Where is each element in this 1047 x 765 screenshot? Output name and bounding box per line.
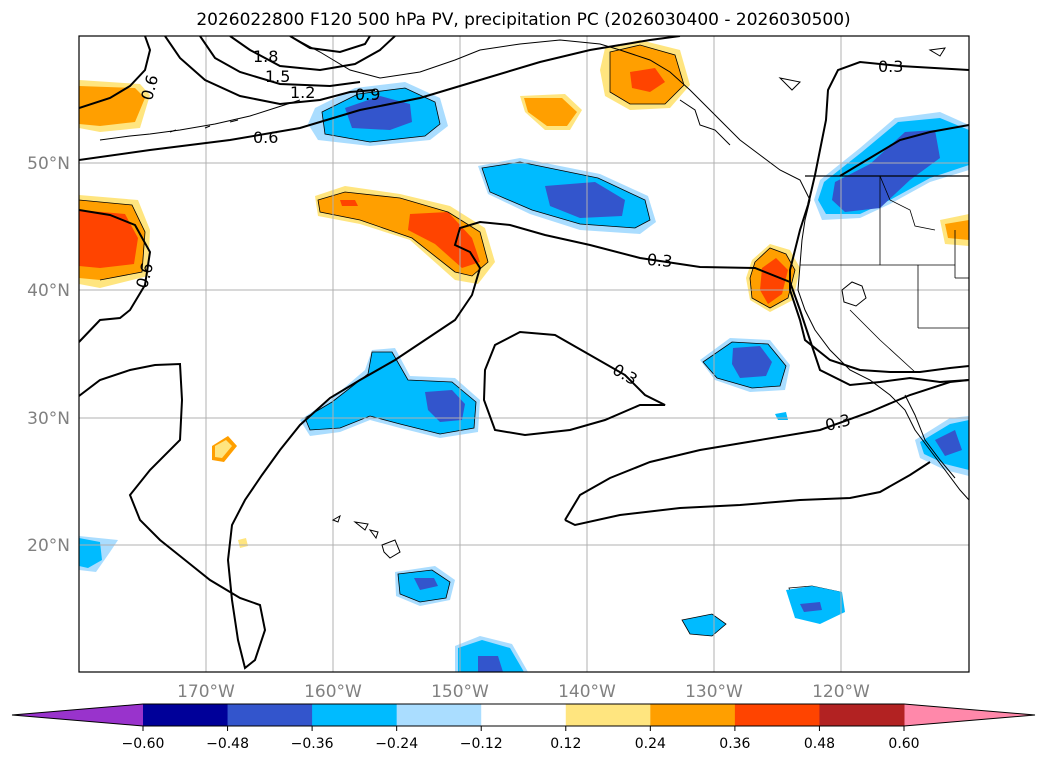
colorbar-bin (650, 704, 736, 726)
colorbar-tick-label: −0.12 (460, 736, 503, 752)
coastlines (99, 36, 969, 559)
colorbar-tick-label: 0.12 (550, 736, 581, 752)
lat-label: 30°N (27, 409, 70, 429)
map-title: 2026022800 F120 500 hPa PV, precipitatio… (196, 10, 851, 30)
map-frame (78, 35, 970, 673)
lon-label: 120°W (812, 682, 870, 702)
contour-labels: 1.8 1.5 1.2 0.9 0.6 0.6 0.6 0.3 0.3 0.3 … (132, 47, 903, 435)
colorbar-tick-label: −0.36 (291, 736, 334, 752)
contour-label: 1.8 (253, 47, 278, 66)
lat-label: 40°N (27, 281, 70, 301)
lon-label: 150°W (431, 682, 489, 702)
lat-label: 50°N (27, 154, 70, 174)
colorbar-under-extension (12, 704, 143, 726)
colorbar-tick-label: 0.24 (635, 736, 666, 752)
lat-labels: 50°N 40°N 30°N 20°N (27, 154, 70, 556)
contour-label: 1.5 (265, 67, 290, 86)
colorbar-bin (312, 704, 398, 726)
colorbar-tick-label: −0.24 (375, 736, 418, 752)
lat-label: 20°N (27, 536, 70, 556)
colorbar-bin (143, 704, 229, 726)
map-canvas: 1.8 1.5 1.2 0.9 0.6 0.6 0.6 0.3 0.3 0.3 … (79, 36, 969, 672)
colorbar: −0.60 −0.48 −0.36 −0.24 −0.12 0.12 0.24 0.36 0.4… (11, 703, 1036, 752)
contour-label: 1.2 (290, 83, 315, 102)
contour-label: 0.3 (646, 250, 673, 271)
contour-label: 0.9 (355, 85, 380, 104)
colorbar-over-extension (904, 704, 1035, 726)
contour-label: 0.3 (823, 410, 853, 435)
pv-contours (79, 36, 969, 670)
colorbar-tick-label: 0.60 (888, 736, 919, 752)
colorbar-bin (396, 704, 482, 726)
contour-label: 0.6 (253, 128, 278, 147)
colorbar-tick-label: 0.36 (719, 736, 750, 752)
colorbar-bin (819, 704, 905, 726)
gridlines (79, 36, 969, 672)
colorbar-bin (481, 704, 567, 726)
lon-labels: 170°W 160°W 150°W 140°W 130°W 120°W (177, 682, 870, 702)
contour-label: 0.3 (878, 57, 903, 76)
lon-label: 160°W (304, 682, 362, 702)
precip-blob (800, 602, 822, 612)
colorbar-bin (227, 704, 313, 726)
lon-label: 130°W (685, 682, 743, 702)
contour-label: 0.6 (137, 73, 162, 103)
lon-label: 170°W (177, 682, 235, 702)
colorbar-tick-label: −0.48 (206, 736, 249, 752)
lon-label: 140°W (558, 682, 616, 702)
colorbar-tick-label: 0.48 (804, 736, 835, 752)
colorbar-bin (734, 704, 820, 726)
colorbar-tick-label: −0.60 (122, 736, 165, 752)
colorbar-bin (565, 704, 651, 726)
precip-shading (79, 40, 969, 672)
